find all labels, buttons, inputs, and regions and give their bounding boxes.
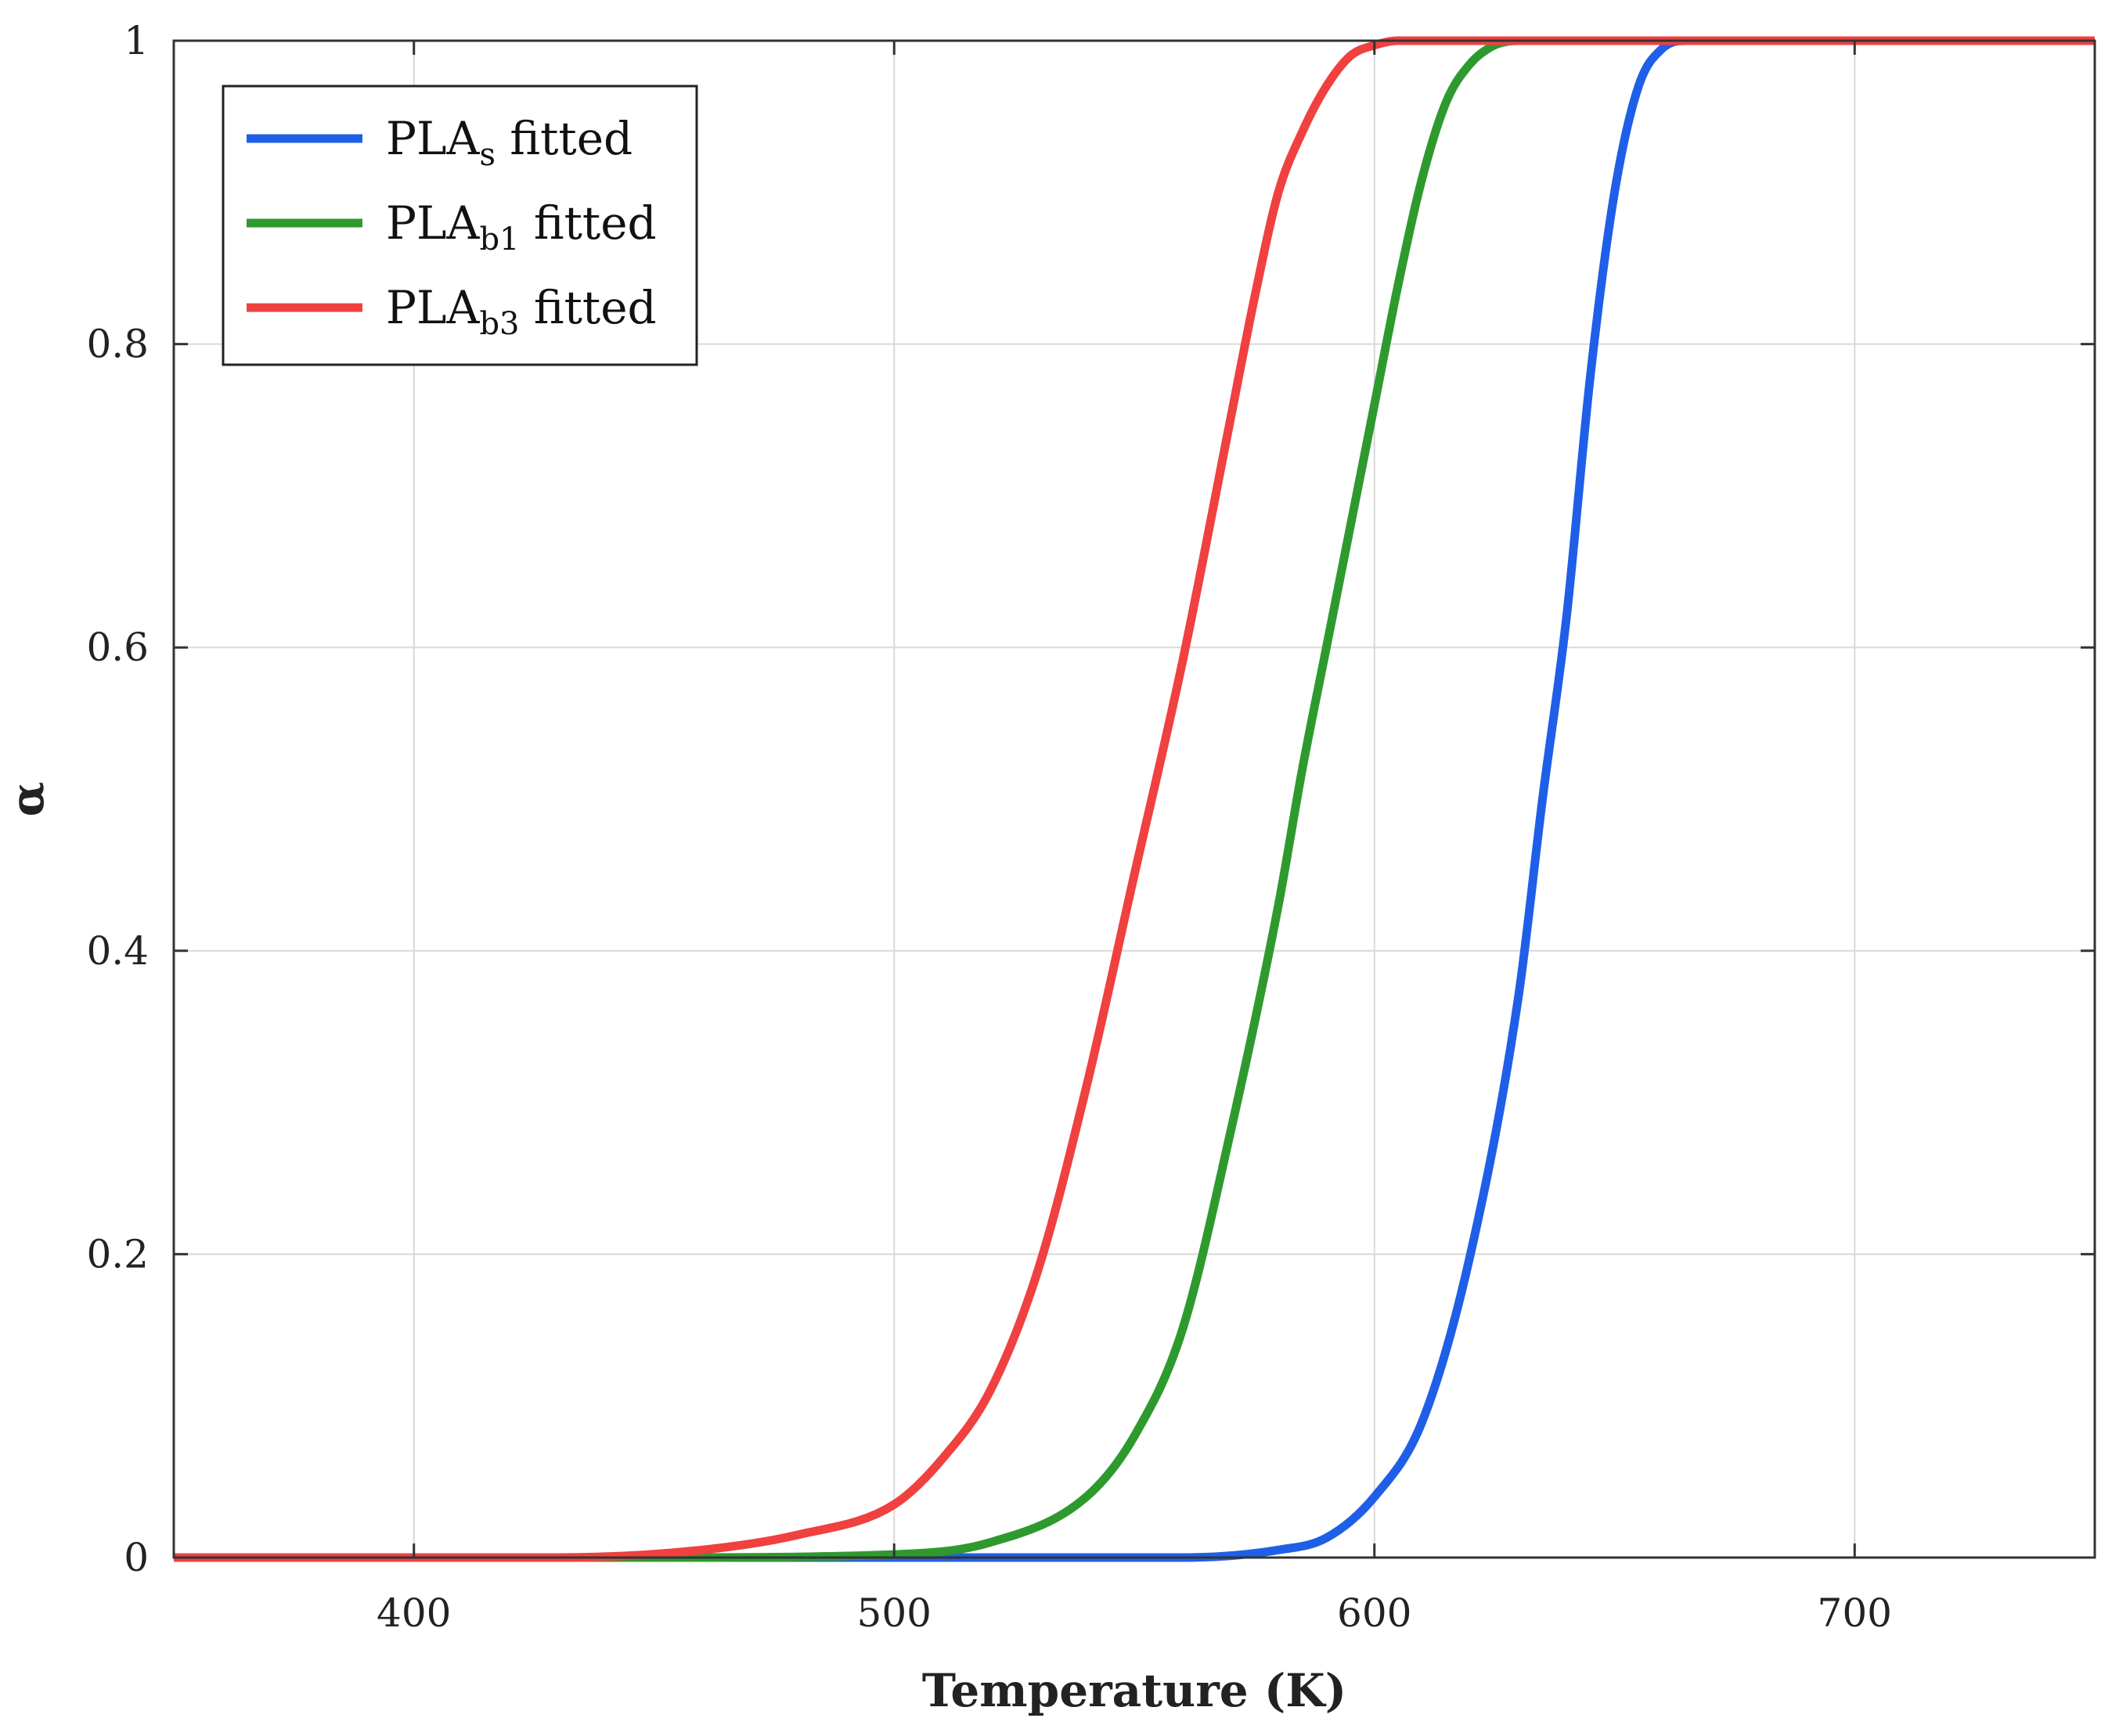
y-tick-label: 0.2 — [86, 1231, 149, 1277]
x-tick-label: 500 — [857, 1590, 932, 1636]
x-tick-label: 600 — [1337, 1590, 1411, 1636]
y-axis-title: α — [1, 782, 54, 817]
y-tick-label: 0.6 — [86, 625, 149, 670]
y-tick-label: 1 — [124, 18, 149, 63]
x-tick-label: 700 — [1818, 1590, 1892, 1636]
plot-frame — [172, 39, 2096, 1559]
series-line-2 — [173, 36, 2095, 1562]
y-tick-label: 0.8 — [86, 322, 149, 367]
y-tick-label: 0 — [124, 1535, 149, 1580]
legend-entry-label: PLAs fitted — [386, 112, 633, 173]
legend-entry-label: PLAb1 fitted — [386, 196, 657, 258]
x-axis-title: Temperature (K) — [922, 1664, 1346, 1717]
x-tick-label: 400 — [377, 1590, 451, 1636]
legend: PLAs fitted PLAb1 fitted PLAb3 fitted — [222, 85, 698, 366]
axis-ticks: 400 500 600 700 0 0.2 0.4 0.6 0.8 1 — [86, 18, 2095, 1636]
y-tick-label: 0.4 — [86, 928, 149, 974]
legend-entry-label: PLAb3 fitted — [386, 281, 657, 342]
